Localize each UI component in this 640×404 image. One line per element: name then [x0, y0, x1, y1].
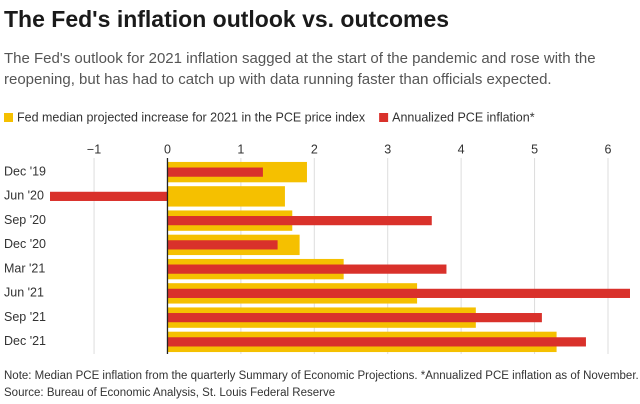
legend-swatch: [379, 113, 389, 122]
y-tick-label: Jun '21: [4, 286, 44, 300]
y-tick-label: Jun '20: [4, 189, 44, 203]
chart-subtitle: The Fed's outlook for 2021 inflation sag…: [4, 50, 596, 88]
x-tick-label: −1: [87, 142, 101, 156]
source: Source: Bureau of Economic Analysis, St.…: [4, 387, 336, 399]
bar: [167, 288, 630, 298]
x-tick-label: 5: [531, 142, 538, 156]
x-tick-label: 0: [164, 142, 171, 156]
bar: [50, 191, 168, 201]
bar: [167, 313, 542, 323]
bar: [167, 337, 586, 347]
legend-swatch: [4, 113, 13, 122]
x-tick-label: 6: [604, 142, 611, 156]
y-tick-label: Dec '19: [4, 164, 46, 178]
x-tick-label: 2: [311, 142, 318, 156]
chart-title: The Fed's inflation outlook vs. outcomes: [4, 6, 450, 32]
y-tick-label: Dec '21: [4, 334, 46, 348]
y-tick-label: Sep '20: [4, 213, 46, 227]
note: Note: Median PCE inflation from the quar…: [4, 370, 639, 382]
bar: [167, 216, 432, 226]
bar: [167, 186, 285, 207]
y-tick-label: Dec '20: [4, 237, 46, 251]
bar: [167, 167, 263, 177]
bar: [167, 240, 278, 250]
x-tick-label: 3: [384, 142, 391, 156]
bar: [167, 264, 447, 274]
legend-label: Fed median projected increase for 2021 i…: [17, 110, 366, 124]
y-tick-label: Mar '21: [4, 261, 45, 275]
x-tick-label: 1: [237, 142, 244, 156]
x-tick-label: 4: [458, 142, 465, 156]
legend-label: Annualized PCE inflation*: [392, 110, 535, 124]
y-tick-label: Sep '21: [4, 310, 46, 324]
